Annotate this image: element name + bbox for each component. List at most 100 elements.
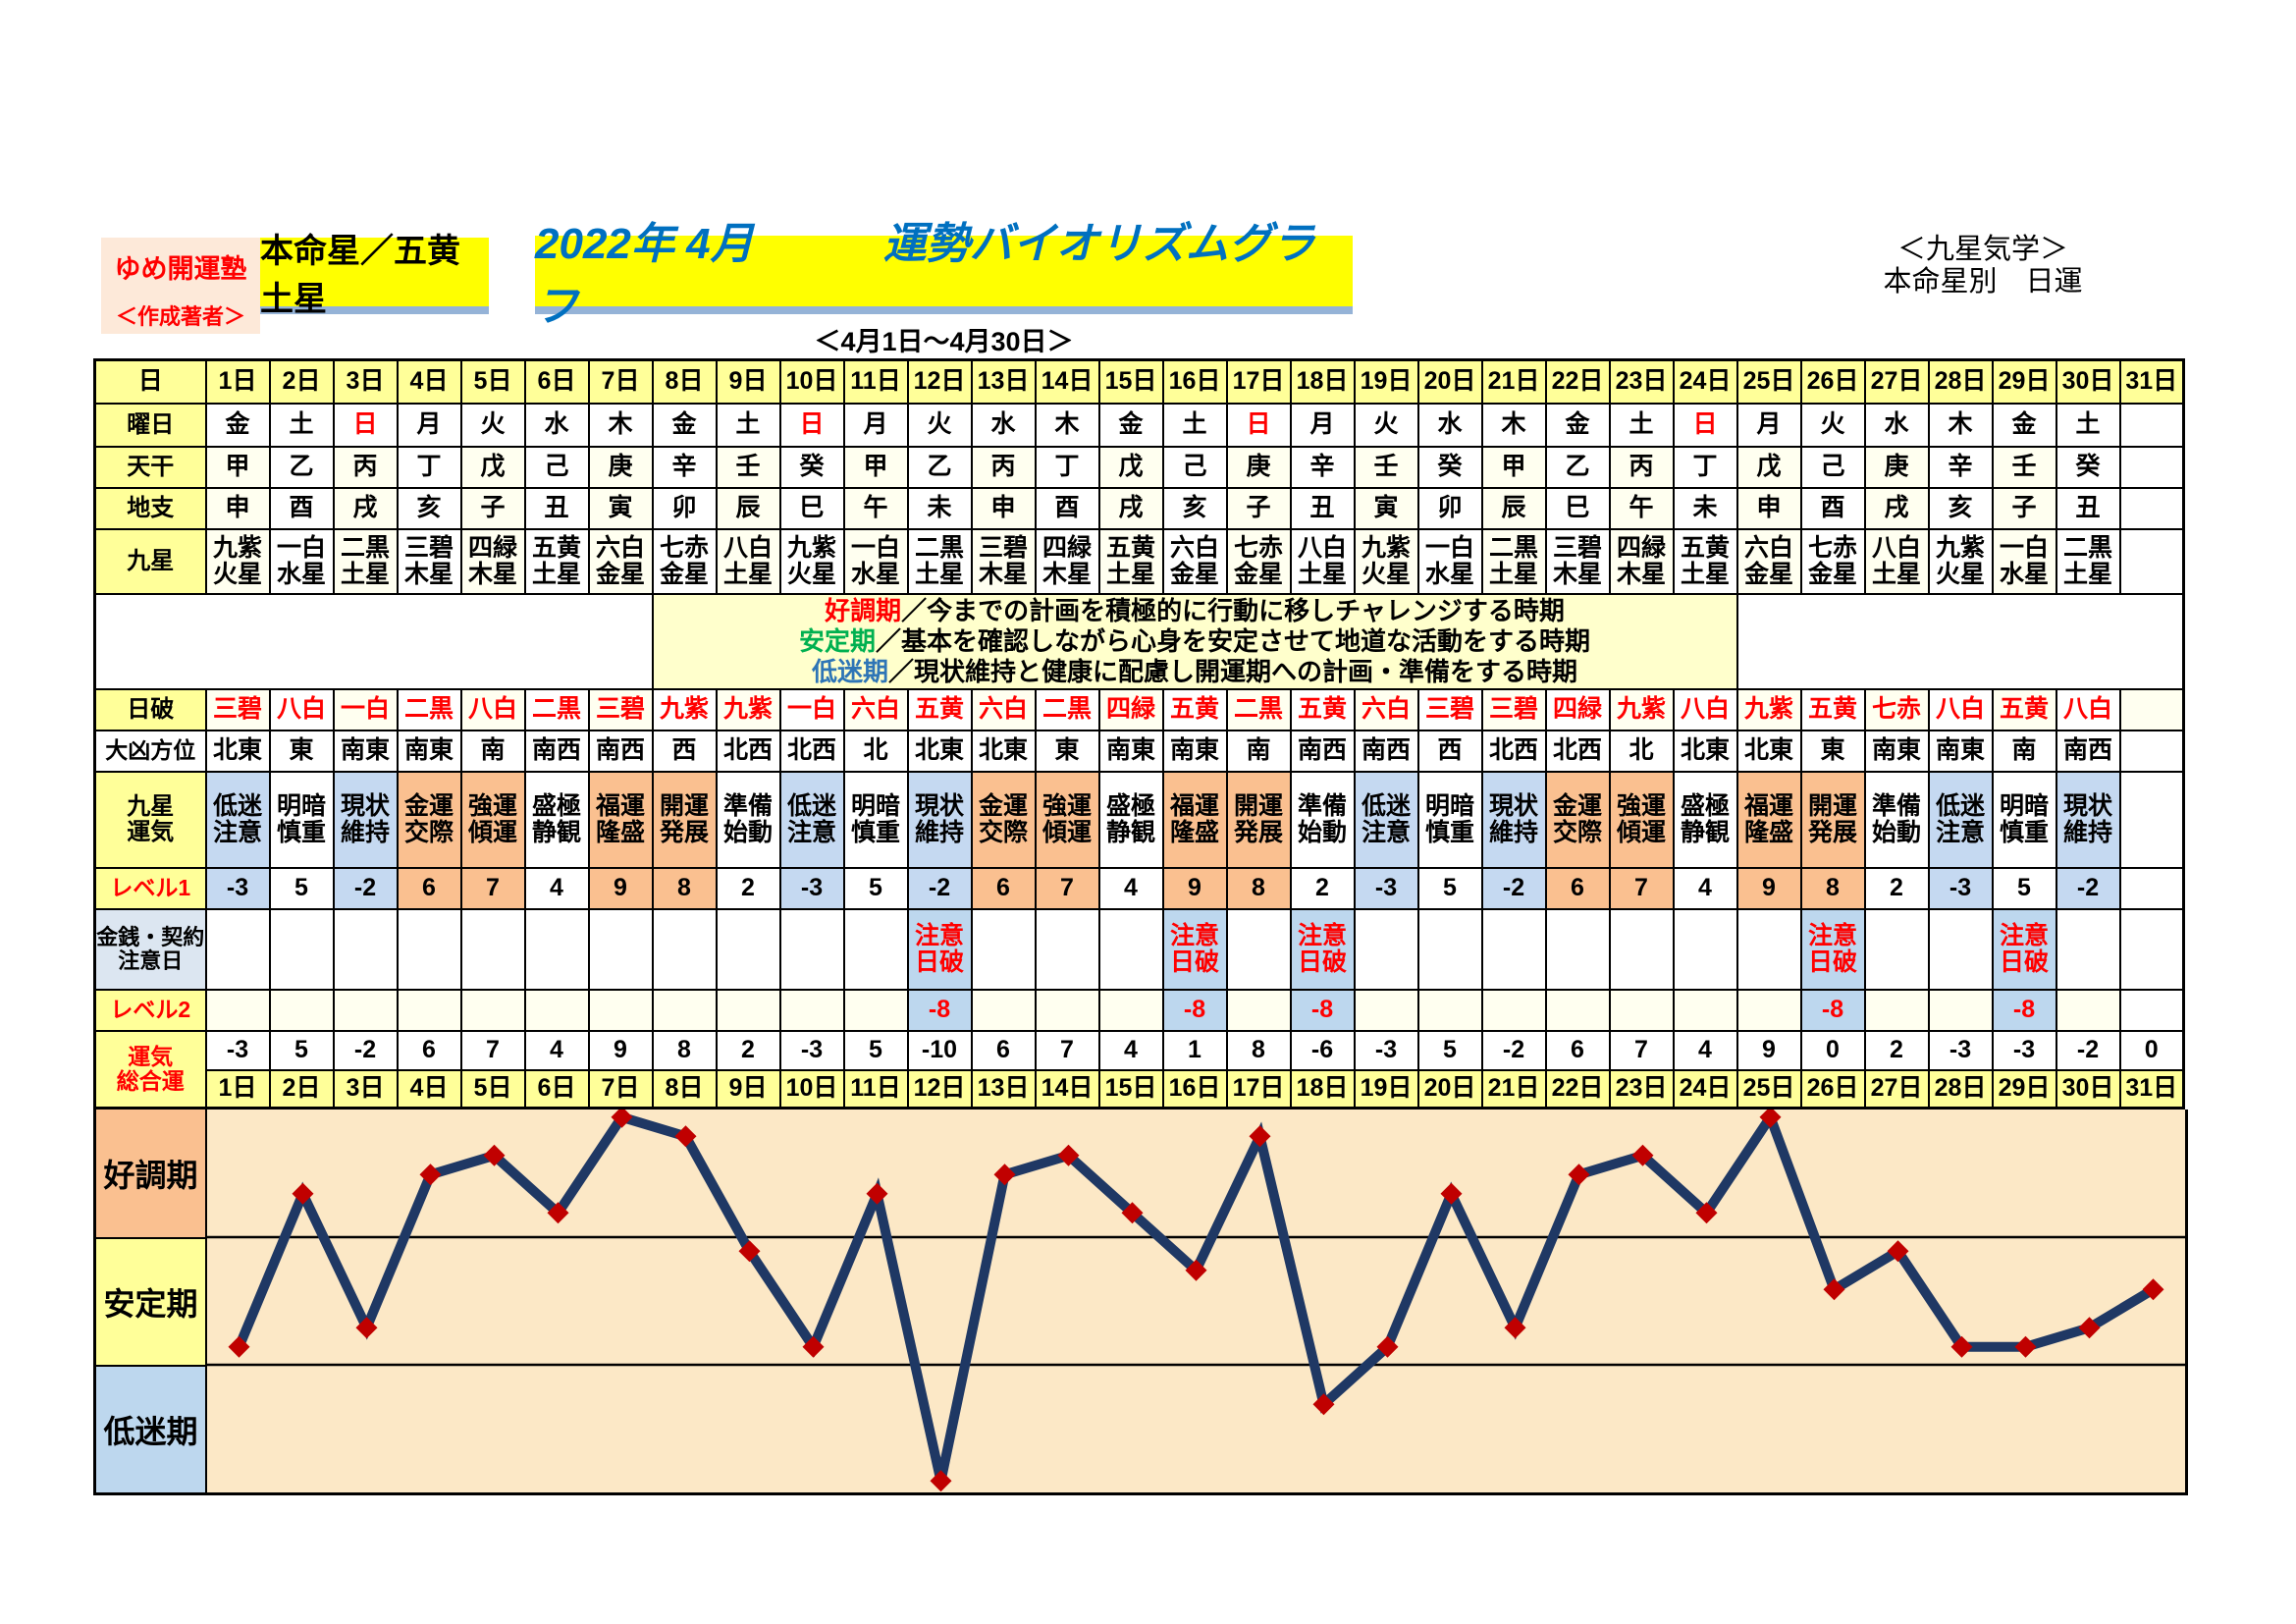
- level1-cell: 4: [523, 867, 590, 910]
- daikyo-cell: 南西: [2055, 730, 2121, 773]
- sogo-date-cell: 26日: [1799, 1069, 1866, 1110]
- kinsen-note-cell: 注意 日破: [1799, 908, 1866, 991]
- row-label-chishi: 地支: [93, 487, 207, 530]
- kyusei-cell: 三碧 木星: [970, 528, 1037, 595]
- kinsen-cell: [1225, 908, 1292, 991]
- chishi-cell: 戌: [1097, 487, 1164, 530]
- level1-cell: -2: [1480, 867, 1547, 910]
- day-cell: 20日: [1416, 358, 1483, 405]
- daikyo-cell: 南東: [1927, 730, 1994, 773]
- day-cell: 1日: [204, 358, 271, 405]
- row-label-kinsen: 金銭・契約 注意日: [93, 908, 207, 991]
- day-cell: 9日: [715, 358, 781, 405]
- data-point-marker-25: [1759, 1110, 1782, 1128]
- data-point-marker-29: [2014, 1335, 2037, 1358]
- band-label-2: 低迷期: [96, 1365, 207, 1492]
- kinsen-cell: [1863, 908, 1930, 991]
- tenkan-cell: 癸: [778, 446, 845, 489]
- row-label-unki: 九星 運気: [93, 771, 207, 869]
- level2-cell: [1544, 989, 1611, 1032]
- chishi-cell: 卯: [1416, 487, 1483, 530]
- data-point-marker-31: [2142, 1278, 2164, 1301]
- nichiha-cell: 六白: [842, 688, 909, 731]
- legend-term: 好調期: [825, 596, 902, 625]
- legend-spacer-left: [93, 593, 654, 690]
- unki-cell: 現状 維持: [906, 771, 973, 869]
- level1-cell: 7: [1034, 867, 1100, 910]
- row-label-level2: レベル2: [93, 989, 207, 1032]
- kinsen-cell: [1608, 908, 1675, 991]
- data-point-marker-10: [802, 1335, 825, 1358]
- kyusei-cell: 四緑 木星: [1034, 528, 1100, 595]
- kinsen-cell: [651, 908, 718, 991]
- tenkan-cell: 戊: [1097, 446, 1164, 489]
- level1-cell: 6: [970, 867, 1037, 910]
- tenkan-cell: 癸: [1416, 446, 1483, 489]
- day-cell: 5日: [459, 358, 526, 405]
- kinsen-cell: [1480, 908, 1547, 991]
- tenkan-cell: 甲: [204, 446, 271, 489]
- chishi-cell: 亥: [1927, 487, 1994, 530]
- tenkan-cell: 庚: [1863, 446, 1930, 489]
- row-label-sogo: 運気 総合運: [93, 1030, 207, 1110]
- chart-plot: [207, 1110, 2185, 1492]
- kinsen-cell: [1097, 908, 1164, 991]
- level1-cell: 5: [268, 867, 335, 910]
- data-point-marker-26: [1823, 1278, 1845, 1301]
- day-cell: 13日: [970, 358, 1037, 405]
- chishi-cell: 丑: [1289, 487, 1356, 530]
- kinsen-cell: [587, 908, 654, 991]
- biorhythm-chart: 好調期 安定期 低迷期: [93, 1110, 2188, 1495]
- weekday-cell: 水: [970, 403, 1037, 448]
- kyusei-cell: 七赤 金星: [1799, 528, 1866, 595]
- nichiha-cell: 八白: [2055, 688, 2121, 731]
- sogo-value-cell: 4: [1097, 1030, 1164, 1071]
- level2-cell: [1672, 989, 1738, 1032]
- daikyo-cell: 南西: [587, 730, 654, 773]
- sogo-date-cell: 5日: [459, 1069, 526, 1110]
- kinsen-cell: [715, 908, 781, 991]
- sogo-value-cell: -2: [2055, 1030, 2121, 1071]
- nichiha-cell: 七赤: [1863, 688, 1930, 731]
- level1-cell: 6: [396, 867, 462, 910]
- level2-cell: [587, 989, 654, 1032]
- row-level2: レベル2 -8 -8 -8 -8 -8: [93, 989, 2185, 1032]
- sogo-value-cell: -10: [906, 1030, 973, 1071]
- nichiha-cell: 五黄: [1289, 688, 1356, 731]
- page-title: 2022年 4月 運勢バイオリズムグラフ: [535, 220, 1353, 331]
- weekday-cell: 木: [587, 403, 654, 448]
- tenkan-cell: 壬: [715, 446, 781, 489]
- level1-cell: 7: [459, 867, 526, 910]
- level1-cell: -3: [1353, 867, 1419, 910]
- unki-cell: 現状 維持: [2055, 771, 2121, 869]
- tenkan-cell: 乙: [268, 446, 335, 489]
- nichiha-cell: 二黒: [523, 688, 590, 731]
- row-sogo-values: 運気 総合運 -3 5 -2 6 7 4 9 8 2 -3 5 -10 6 7 4 1 8 -6 -3 5 -2 6 7 4 9 0…: [93, 1030, 2185, 1110]
- level1-cell: 6: [1544, 867, 1611, 910]
- legend-desc: ／今までの計画を積極的に行動に移しチャレンジする時期: [901, 596, 1565, 625]
- kyusei-cell: 五黄 土星: [1672, 528, 1738, 595]
- day-cell: 17日: [1225, 358, 1292, 405]
- sogo-date-cell: 31日: [2118, 1069, 2185, 1110]
- weekday-cell: 金: [1097, 403, 1164, 448]
- kyusei-cell: 六白 金星: [587, 528, 654, 595]
- day-cell: 3日: [332, 358, 399, 405]
- nichiha-cell: 三碧: [587, 688, 654, 731]
- unki-cell: 盛極 静観: [1672, 771, 1738, 869]
- sogo-date-cell: 16日: [1161, 1069, 1228, 1110]
- sogo-date-cell: 30日: [2055, 1069, 2121, 1110]
- kinsen-note-cell: 注意 日破: [1161, 908, 1228, 991]
- kinsen-cell: [523, 908, 590, 991]
- nichiha-cell: 四緑: [1544, 688, 1611, 731]
- kinsen-note-cell: 注意 日破: [1991, 908, 2057, 991]
- daikyo-cell: 北西: [715, 730, 781, 773]
- sogo-value-cell: 2: [715, 1030, 781, 1071]
- kinsen-note-cell: 注意 日破: [906, 908, 973, 991]
- chishi-cell: 丑: [2055, 487, 2121, 530]
- day-cell: 12日: [906, 358, 973, 405]
- day-cell: 6日: [523, 358, 590, 405]
- brand-box: ゆめ開運塾 ＜作成著者＞: [101, 238, 260, 334]
- row-tenkan: 天干甲乙丙丁戊己庚辛壬癸甲乙丙丁戊己庚辛壬癸甲乙丙丁戊己庚辛壬癸: [93, 446, 2185, 489]
- unki-cell: 低迷 注意: [1927, 771, 1994, 869]
- day-cell: 11日: [842, 358, 909, 405]
